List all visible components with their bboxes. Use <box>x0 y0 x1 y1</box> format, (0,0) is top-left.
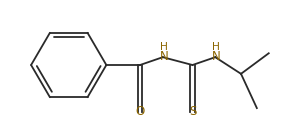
Text: S: S <box>189 105 196 118</box>
Text: H: H <box>160 42 168 53</box>
Text: O: O <box>135 105 145 118</box>
Text: H: H <box>212 42 220 53</box>
Text: N: N <box>212 50 221 63</box>
Text: N: N <box>159 50 168 63</box>
